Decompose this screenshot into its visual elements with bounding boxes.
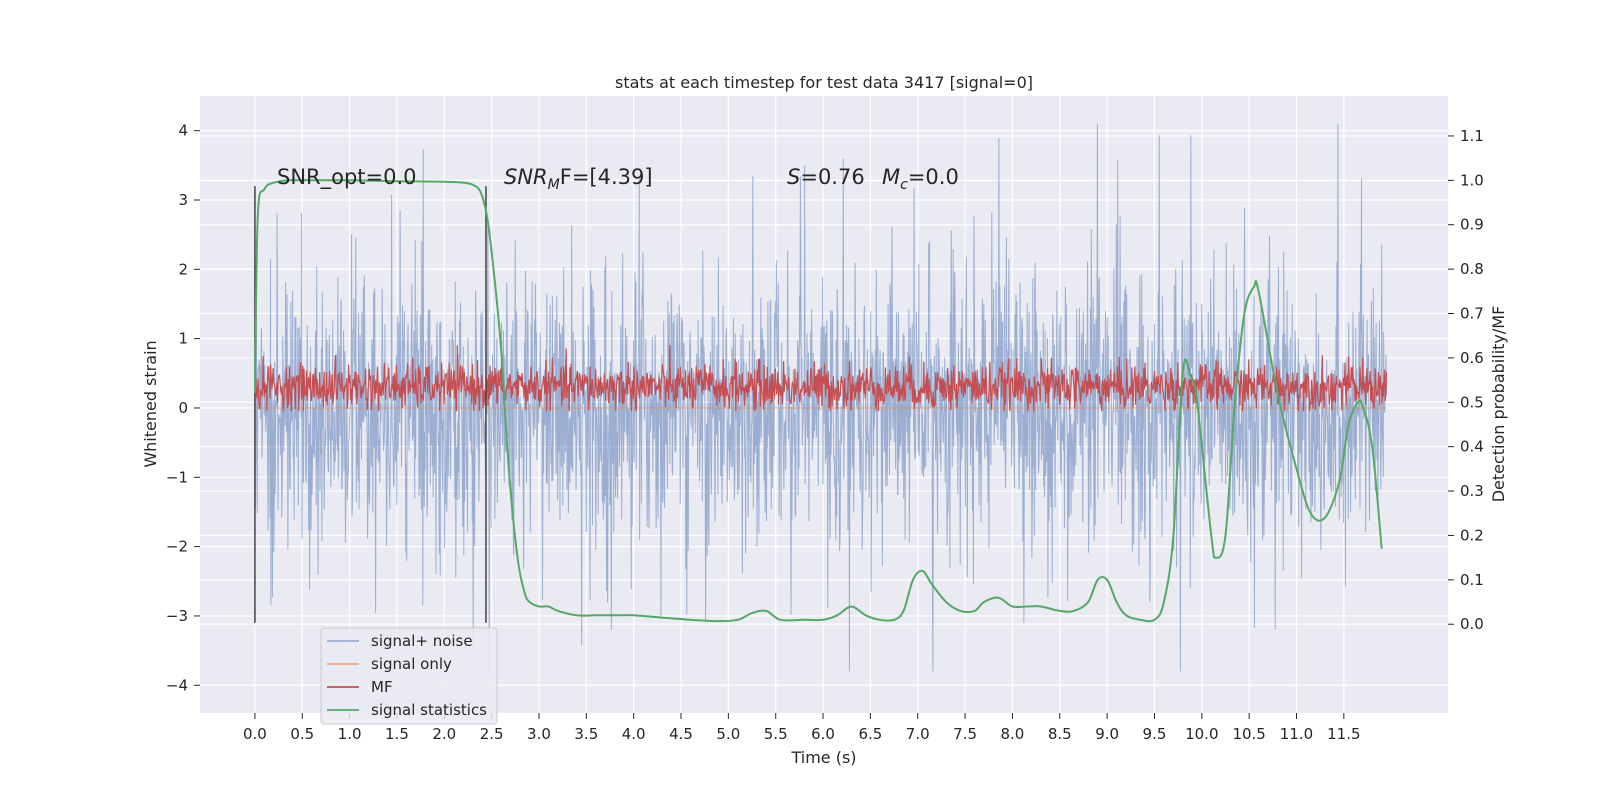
- annotation-s-value: =0.76: [800, 165, 864, 189]
- x-axis-label: Time (s): [790, 748, 856, 767]
- legend-label-signal-statistics: signal statistics: [371, 701, 487, 719]
- y-right-tick-label: 0.6: [1460, 349, 1484, 367]
- y-left-tick-label: 4: [178, 122, 188, 140]
- x-tick-label: 7.5: [953, 725, 977, 743]
- legend-label-mf: MF: [371, 678, 393, 696]
- x-tick-label: 5.5: [764, 725, 788, 743]
- x-tick-label: 4.5: [669, 725, 693, 743]
- x-tick-label: 2.0: [432, 725, 456, 743]
- annotation-snr-opt: SNR_opt=0.0: [277, 165, 417, 190]
- y-right-tick-label: 0.5: [1460, 393, 1484, 411]
- legend-label-signal-only: signal only: [371, 655, 452, 673]
- y-right-tick-label: 0.8: [1460, 260, 1484, 278]
- x-tick-label: 10.5: [1232, 725, 1265, 743]
- y-left-tick-label: 1: [178, 330, 188, 348]
- x-tick-label: 6.0: [811, 725, 835, 743]
- x-tick-label: 7.0: [906, 725, 930, 743]
- x-tick-label: 10.0: [1185, 725, 1218, 743]
- x-tick-label: 3.5: [574, 725, 598, 743]
- y-left-tick-label: −1: [166, 468, 188, 486]
- x-tick-label: 5.0: [716, 725, 740, 743]
- y-axis-right-label: Detection probability/MF: [1489, 306, 1508, 503]
- annotation-mc: Mc=0.0: [882, 165, 959, 193]
- x-tick-label: 3.0: [527, 725, 551, 743]
- annotation-mc-letter: M: [882, 165, 900, 189]
- y-right-tick-label: 0.0: [1460, 615, 1484, 633]
- x-tick-label: 9.0: [1095, 725, 1119, 743]
- y-axis-left-ticks: 4 3 2 1 0 −1 −2 −3 −4: [166, 122, 200, 694]
- legend: signal+ noise signal only MF signal stat…: [320, 627, 498, 725]
- y-right-tick-label: 0.4: [1460, 438, 1484, 456]
- y-axis-right-ticks: 1.1 1.0 0.9 0.8 0.7 0.6 0.5 0.4 0.3 0.2 0.1 0.0: [1448, 127, 1484, 633]
- y-left-tick-label: 0: [178, 399, 188, 417]
- y-left-tick-label: 2: [178, 260, 188, 278]
- y-right-tick-label: 0.2: [1460, 526, 1484, 544]
- mf-series: [254, 344, 1388, 412]
- x-tick-label: 8.5: [1048, 725, 1072, 743]
- x-tick-label: 8.0: [1001, 725, 1025, 743]
- annotation-snr-mf-suffix: F=[4.39]: [560, 165, 653, 189]
- y-left-tick-label: −3: [166, 607, 188, 625]
- signal-statistics-line: [253, 179, 1383, 623]
- annotation-snr-mf-prefix: SNR: [504, 165, 548, 189]
- x-tick-label: 0.5: [290, 725, 314, 743]
- x-tick-label: 9.5: [1143, 725, 1167, 743]
- x-tick-label: 2.5: [480, 725, 504, 743]
- signal-statistics-series: [253, 179, 1383, 623]
- x-tick-label: 1.5: [385, 725, 409, 743]
- y-right-tick-label: 1.0: [1460, 171, 1484, 189]
- signal-noise-series: [254, 123, 1387, 672]
- mf-line: [254, 344, 1388, 412]
- annotation-s-letter: S: [787, 165, 800, 189]
- legend-box: [320, 627, 498, 725]
- annotation-mc-value: =0.0: [908, 165, 959, 189]
- x-tick-label: 4.0: [622, 725, 646, 743]
- y-left-tick-label: −4: [166, 676, 188, 694]
- annotation-snr-mf-sub: M: [548, 177, 560, 193]
- x-axis-ticks: 0.0 0.5 1.0 1.5 2.0 2.5 3.0 3.5 4.0 4.5 5.0 5.5 6.0 6…: [243, 713, 1361, 743]
- y-left-tick-label: −2: [166, 538, 188, 556]
- annotation-mc-sub: c: [900, 177, 908, 193]
- y-right-tick-label: 0.3: [1460, 482, 1484, 500]
- annotation-snr-mf: SNRMF=[4.39]: [504, 165, 653, 193]
- y-right-tick-label: 1.1: [1460, 127, 1484, 145]
- x-tick-label: 6.5: [858, 725, 882, 743]
- y-right-tick-label: 0.9: [1460, 216, 1484, 234]
- x-tick-label: 1.0: [338, 725, 362, 743]
- legend-label-signal-noise: signal+ noise: [371, 632, 473, 650]
- chart-title: stats at each timestep for test data 341…: [615, 73, 1033, 92]
- x-tick-label: 11.0: [1280, 725, 1313, 743]
- y-right-tick-label: 0.1: [1460, 571, 1484, 589]
- x-tick-label: 11.5: [1327, 725, 1360, 743]
- x-tick-label: 0.0: [243, 725, 267, 743]
- y-axis-left-label: Whitened strain: [141, 340, 160, 467]
- y-left-tick-label: 3: [178, 191, 188, 209]
- signal-noise-line: [254, 123, 1387, 672]
- y-right-tick-label: 0.7: [1460, 305, 1484, 323]
- window-markers: [254, 186, 487, 623]
- annotation-s: S=0.76: [787, 165, 865, 189]
